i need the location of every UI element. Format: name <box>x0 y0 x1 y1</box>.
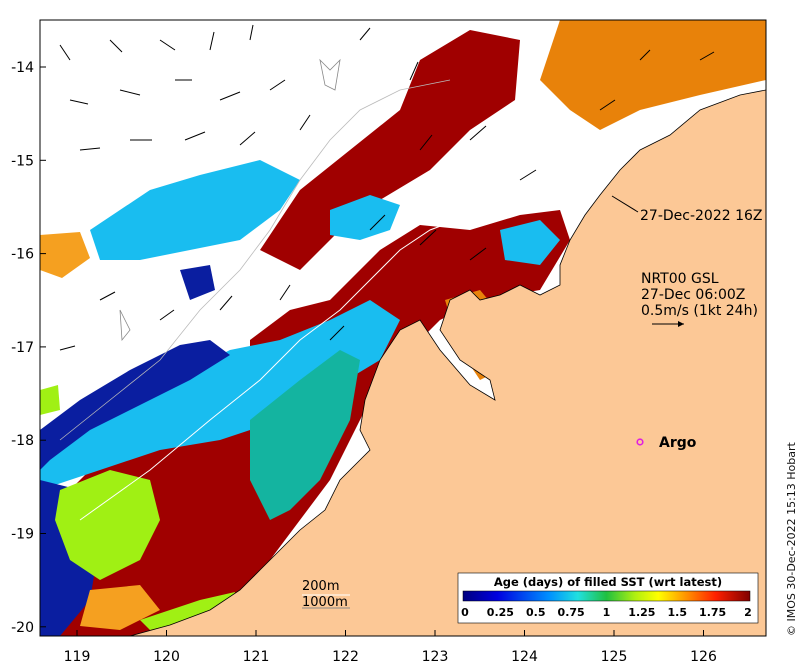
latitude-axis: -14 -15 -16 -17 -18 -19 -20 <box>11 60 46 636</box>
current-info-line-1: NRT00 GSL <box>641 271 719 287</box>
lat-tick-label: -14 <box>11 60 34 76</box>
contour-label-200m: 200m <box>302 579 339 594</box>
sst-orange-west <box>40 232 90 278</box>
sst-dark-blue-region <box>40 340 230 470</box>
longitude-axis: 119 120 121 122 123 124 125 126 <box>64 630 717 665</box>
sst-lime-region <box>55 470 160 580</box>
plot-frame <box>39 19 767 637</box>
sst-lime-west <box>40 385 60 415</box>
lon-tick-label: 126 <box>690 649 717 665</box>
lat-tick-label: -16 <box>11 247 34 263</box>
time-label-leader <box>611 195 639 213</box>
sst-dark-red-north <box>260 30 520 270</box>
current-info-line-3: 0.5m/s (1kt 24h) <box>641 303 758 319</box>
argo-label: Argo <box>659 435 697 451</box>
legend-tick-label: 0.75 <box>558 606 585 619</box>
legend-tick-label: 2 <box>744 606 752 619</box>
argo-marker <box>636 438 644 446</box>
lon-tick-label: 122 <box>332 649 359 665</box>
sst-orange-northeast <box>540 20 766 130</box>
lon-tick-label: 123 <box>422 649 449 665</box>
legend-tick-label: 0.5 <box>526 606 546 619</box>
sst-orange-southwest <box>80 585 160 630</box>
scale-arrow <box>652 321 684 327</box>
lon-tick-label: 121 <box>243 649 270 665</box>
sst-teal-region <box>250 350 360 520</box>
plot-area <box>40 20 766 636</box>
lat-tick-label: -18 <box>11 433 34 449</box>
land-australia <box>129 89 766 636</box>
lon-tick-label: 120 <box>153 649 180 665</box>
lat-tick-label: -17 <box>11 340 34 356</box>
contour-islands <box>119 58 341 342</box>
contour-label-1000m: 1000m <box>302 595 348 610</box>
legend-tick-label: 1.25 <box>628 606 655 619</box>
lon-tick-label: 124 <box>511 649 538 665</box>
lon-tick-label: 125 <box>601 649 628 665</box>
lat-tick-label: -19 <box>11 527 34 543</box>
legend-tick-label: 0.25 <box>487 606 514 619</box>
legend-tick-label: 1.75 <box>699 606 726 619</box>
contour-200m <box>79 214 471 521</box>
current-info-line-2: 27-Dec 06:00Z <box>641 287 745 303</box>
credit-text: © IMOS 30-Dec-2022 15:13 Hobart <box>785 442 798 636</box>
sst-cyan-east <box>500 220 560 265</box>
legend-tick-label: 1.5 <box>668 606 688 619</box>
lon-tick-label: 119 <box>64 649 91 665</box>
current-vectors <box>59 24 715 351</box>
lat-tick-label: -15 <box>11 153 34 169</box>
sst-cyan-band <box>40 300 400 490</box>
legend-tick-label: 0 <box>461 606 469 619</box>
time-label: 27-Dec-2022 16Z <box>640 208 763 224</box>
lat-tick-label: -20 <box>11 620 34 636</box>
legend-ticks: 0 0.25 0.5 0.75 1 1.25 1.5 1.75 2 <box>461 606 752 619</box>
legend-title: Age (days) of filled SST (wrt latest) <box>494 575 722 589</box>
colorbar <box>462 590 751 602</box>
sst-cyan-patch <box>330 195 400 240</box>
sst-dark-blue-patch <box>180 265 215 300</box>
legend-tick-label: 1 <box>603 606 611 619</box>
sst-cyan-north <box>90 160 300 260</box>
sst-lime-coast <box>140 592 235 630</box>
contour-1000m <box>59 79 451 441</box>
